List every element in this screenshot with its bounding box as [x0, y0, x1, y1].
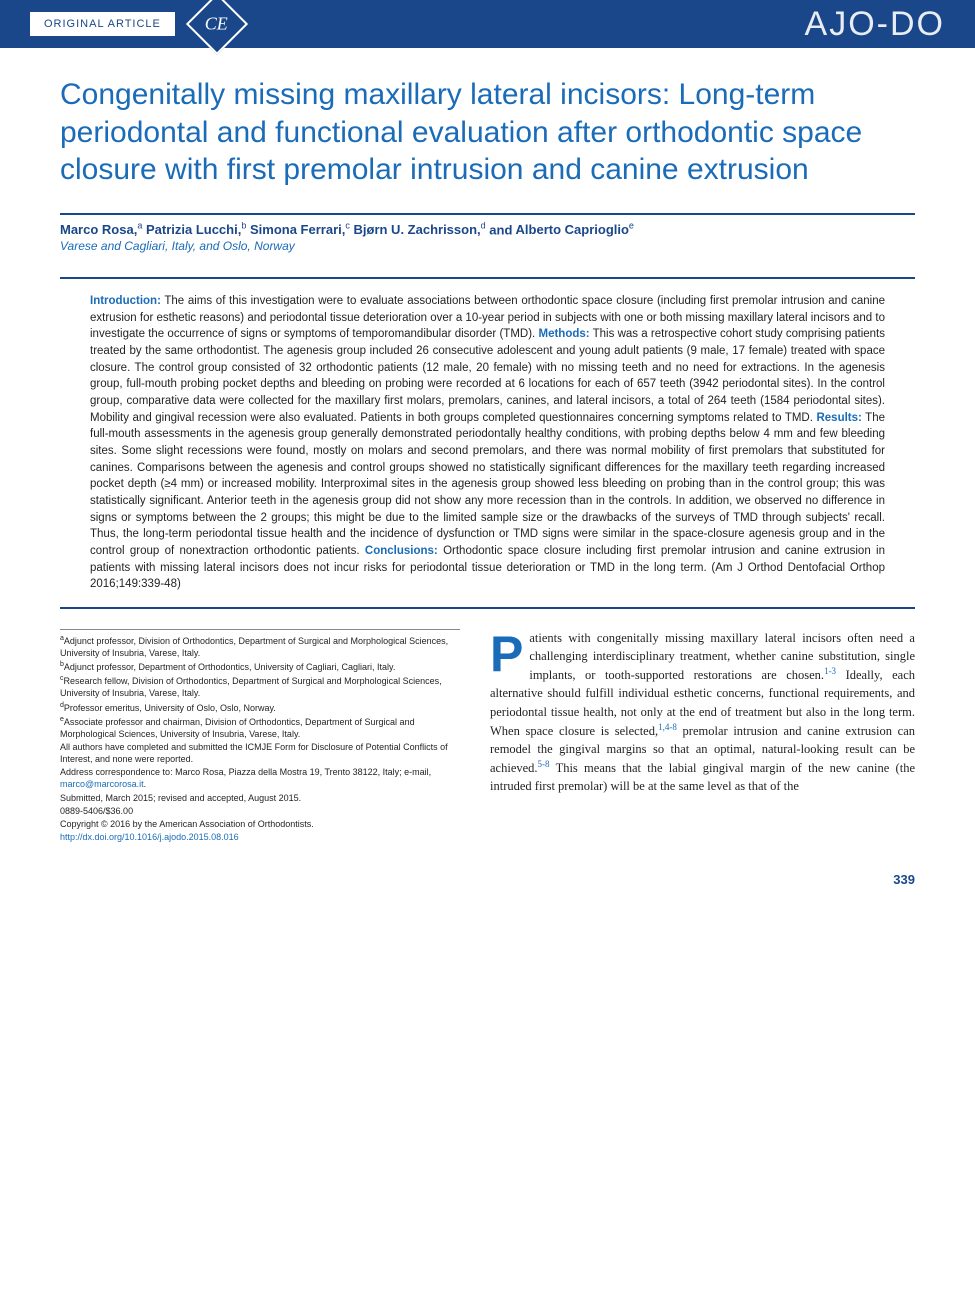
footnote-doi: http://dx.doi.org/10.1016/j.ajodo.2015.0… — [60, 831, 460, 843]
intro-label: Introduction: — [90, 295, 161, 307]
footnote-correspondence: Address correspondence to: Marco Rosa, P… — [60, 766, 460, 790]
ref-link[interactable]: 1-3 — [824, 666, 836, 676]
journal-logo: AJO-DO — [805, 5, 945, 44]
footnote-issn: 0889-5406/$36.00 — [60, 805, 460, 817]
article-title: Congenitally missing maxillary lateral i… — [60, 76, 915, 189]
affiliation-cities: Varese and Cagliari, Italy, and Oslo, No… — [60, 239, 915, 253]
body-column: Patients with congenitally missing maxil… — [490, 629, 915, 844]
author: Simona Ferrari,c — [250, 222, 350, 237]
ref-link[interactable]: 1,4-8 — [658, 722, 677, 732]
email-link[interactable]: marco@marcorosa.it — [60, 779, 144, 789]
body-paragraph: Patients with congenitally missing maxil… — [490, 629, 915, 796]
footnote-e: eAssociate professor and chairman, Divis… — [60, 715, 460, 740]
footnote-c: cResearch fellow, Division of Orthodonti… — [60, 674, 460, 699]
footnote-b: bAdjunct professor, Department of Orthod… — [60, 660, 460, 673]
footnote-a: aAdjunct professor, Division of Orthodon… — [60, 634, 460, 659]
author: Patrizia Lucchi,b — [146, 222, 246, 237]
conclusions-label: Conclusions: — [365, 545, 438, 557]
ref-link[interactable]: 5-8 — [538, 759, 550, 769]
footnote-submitted: Submitted, March 2015; revised and accep… — [60, 792, 460, 804]
article-type-label: ORIGINAL ARTICLE — [30, 12, 175, 36]
footnote-disclosure: All authors have completed and submitted… — [60, 741, 460, 765]
dropcap: P — [490, 629, 529, 676]
two-column-layout: aAdjunct professor, Division of Orthodon… — [60, 629, 915, 844]
footnote-d: dProfessor emeritus, University of Oslo,… — [60, 701, 460, 714]
footnote-copyright: Copyright © 2016 by the American Associa… — [60, 818, 460, 830]
methods-label: Methods: — [538, 328, 589, 340]
abstract-box: Introduction: The aims of this investiga… — [60, 277, 915, 609]
page-number: 339 — [0, 872, 975, 899]
footnotes-column: aAdjunct professor, Division of Orthodon… — [60, 629, 460, 844]
ce-badge-text: CE — [205, 13, 228, 34]
author: Alberto Caprioglioe — [516, 222, 634, 237]
author: Bjørn U. Zachrisson,d — [354, 222, 486, 237]
header-bar: ORIGINAL ARTICLE CE AJO-DO — [0, 0, 975, 48]
doi-link[interactable]: http://dx.doi.org/10.1016/j.ajodo.2015.0… — [60, 832, 239, 842]
authors-line: Marco Rosa,a Patrizia Lucchi,b Simona Fe… — [60, 213, 915, 237]
page-content: Congenitally missing maxillary lateral i… — [0, 48, 975, 864]
results-label: Results: — [816, 412, 861, 424]
abstract-text: Introduction: The aims of this investiga… — [90, 293, 885, 593]
ce-badge: CE — [186, 0, 248, 55]
author: Marco Rosa,a — [60, 222, 142, 237]
